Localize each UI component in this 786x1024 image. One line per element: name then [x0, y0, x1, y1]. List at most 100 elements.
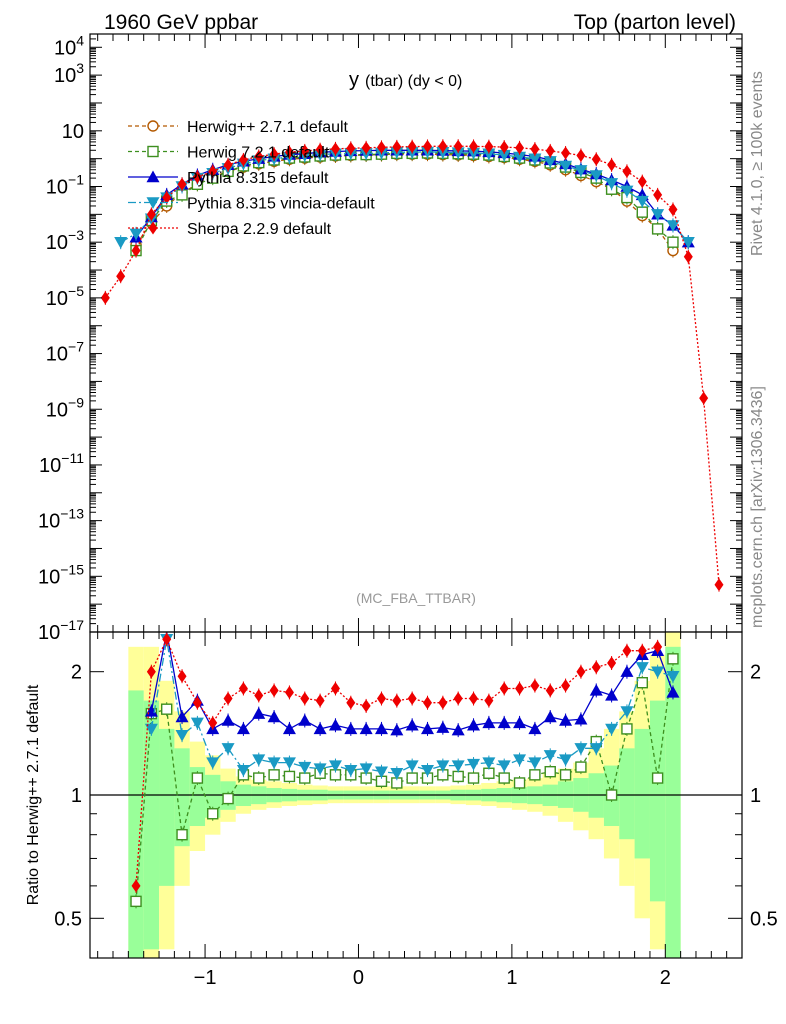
band-inner-bin [619, 748, 635, 840]
header-right: Top (parton level) [574, 11, 736, 34]
data-point [405, 760, 419, 773]
data-point [574, 743, 588, 755]
data-point [236, 764, 250, 777]
ratio-y-tick-label-right: 0.5 [750, 908, 778, 930]
series-pythia-8-315-vincia-default [114, 144, 695, 250]
data-point [667, 653, 679, 665]
data-point [144, 723, 158, 736]
series-pythia-8-315-vincia-default [144, 632, 680, 781]
data-point [589, 170, 603, 182]
data-point [699, 391, 709, 405]
legend-entry: Sherpa 2.2.9 default [128, 221, 332, 238]
data-point [282, 757, 296, 770]
data-point [499, 681, 509, 695]
data-point [344, 764, 358, 777]
data-point [282, 722, 296, 735]
data-point [528, 153, 542, 166]
data-point [530, 679, 540, 693]
data-point [374, 722, 388, 735]
data-point [269, 147, 279, 161]
data-point [589, 743, 603, 755]
data-point [451, 760, 465, 773]
data-point [162, 191, 172, 205]
data-point [653, 188, 663, 202]
series-line [150, 639, 674, 774]
series-line [150, 632, 674, 731]
legend-entry: Herwig 7.2.1 default [128, 145, 330, 162]
band-inner-bin [634, 728, 650, 859]
data-point [622, 644, 632, 658]
data-point [666, 220, 680, 232]
data-point [636, 677, 648, 689]
data-point [635, 662, 649, 674]
y-tick-label: 10−1 [46, 172, 84, 199]
data-point [361, 141, 371, 155]
data-point [406, 772, 418, 784]
data-point [298, 761, 312, 774]
data-point [607, 158, 617, 172]
data-point [451, 147, 465, 160]
data-point [221, 743, 235, 755]
data-point [376, 140, 386, 154]
data-point [407, 692, 417, 706]
data-point [283, 770, 296, 783]
data-point [469, 139, 479, 153]
data-point [207, 808, 219, 820]
legend-label: Herwig++ 2.7.1 default [187, 119, 349, 136]
data-point [374, 766, 388, 779]
data-point [177, 177, 187, 191]
band-inner-bin [159, 728, 175, 886]
data-point [421, 764, 435, 777]
data-point [543, 750, 557, 762]
header-left: 1960 GeV ppbar [104, 11, 258, 34]
data-point [223, 158, 233, 172]
x-tick-label: 0 [353, 967, 364, 989]
data-point [252, 707, 266, 719]
data-point [543, 156, 557, 168]
series-line [135, 637, 658, 886]
data-point [130, 895, 142, 908]
data-point [221, 714, 235, 726]
data-point [330, 681, 340, 695]
data-point [499, 140, 509, 154]
data-point [559, 769, 572, 781]
data-point [467, 758, 481, 771]
plot-title-sub: (tbar) (dy < 0) [365, 73, 462, 90]
data-point [129, 228, 143, 241]
y-tick-label: 104 [54, 32, 84, 59]
legend-label: Pythia 8.315 default [187, 170, 329, 187]
data-point [436, 721, 450, 733]
y-tick-label: 10−9 [46, 394, 84, 421]
data-point [666, 670, 680, 683]
data-point [513, 777, 526, 789]
data-point [238, 153, 248, 167]
data-point [392, 140, 402, 154]
data-point [714, 578, 724, 592]
data-point [407, 140, 417, 154]
data-point [390, 723, 404, 736]
legend: Herwig++ 2.7.1 default Herwig 7.2.1 defau… [128, 119, 375, 238]
data-point [208, 716, 218, 730]
data-point [116, 269, 126, 283]
series-line [104, 145, 720, 585]
data-point [561, 146, 571, 160]
data-point [576, 665, 586, 679]
ratio-y-tick-label: 1 [71, 785, 82, 807]
data-point [161, 703, 173, 715]
data-point [191, 772, 204, 784]
data-point [361, 699, 371, 713]
data-point [467, 772, 480, 784]
data-point [482, 716, 496, 729]
y-tick-label: 10−5 [46, 283, 84, 310]
legend-entry: Pythia 8.315 default [128, 170, 329, 187]
data-point [607, 656, 617, 670]
series-sherpa-2-2-9-default [100, 139, 724, 592]
data-point [467, 147, 481, 160]
band-inner-bin [665, 646, 681, 958]
y-tick-label: 103 [54, 60, 84, 87]
data-point [651, 772, 664, 784]
data-point [175, 710, 189, 723]
ratio-panel: −1 0 1 2 0.5 0.5 1 1 2 2 [54, 631, 778, 989]
plot-title-main: y [349, 69, 359, 91]
series-sherpa-2-2-9-default [131, 632, 663, 893]
